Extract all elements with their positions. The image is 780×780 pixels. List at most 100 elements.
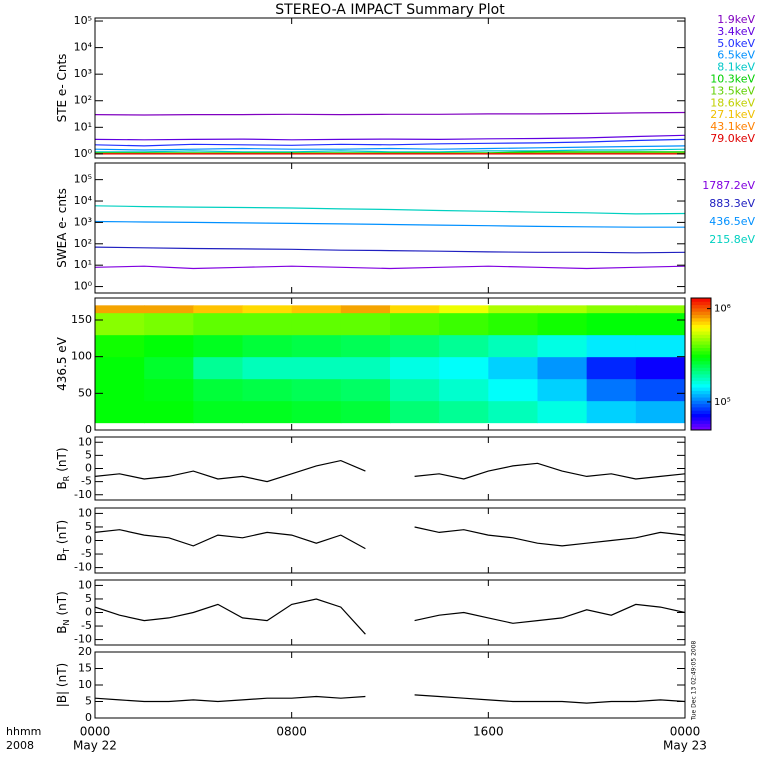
legend-entry: 215.8eV (709, 233, 755, 246)
heatmap-cell (586, 305, 637, 314)
y-axis-label-text: STE e- Cnts (55, 54, 69, 123)
y-tick-label: 10¹ (74, 120, 92, 133)
colorbar-step (691, 397, 711, 401)
series-line (95, 220, 685, 228)
colorbar-step (691, 420, 711, 424)
heatmap-cell (537, 400, 588, 424)
y-tick-label: 5 (85, 448, 92, 461)
legend-entry: 10.3keV (710, 73, 755, 86)
colorbar-frame (690, 297, 712, 431)
colorbar-step (691, 403, 711, 408)
heatmap-cell (291, 312, 342, 336)
y-axis-label: BN (nT) (55, 591, 71, 634)
y-tick-label: 10 (78, 435, 92, 448)
heatmap-cell (242, 378, 293, 402)
heatmap-cell (95, 378, 145, 402)
heatmap-cell (193, 378, 243, 402)
y-axis-label-unit: (nT) (55, 520, 69, 544)
y-tick-label: 5 (85, 520, 92, 533)
colorbar-step (691, 390, 711, 395)
series-line (95, 111, 685, 116)
y-tick-label: -10 (74, 488, 92, 501)
heatmap-cell (340, 305, 391, 314)
y-axis-label-text: |B| (nT) (55, 663, 69, 707)
x-tick-label: 1600 (473, 725, 504, 739)
series-line (95, 694, 685, 704)
colorbar-step (691, 344, 711, 348)
series-line (95, 246, 685, 254)
colorbar-step (691, 331, 711, 335)
heatmap-cell (390, 312, 440, 336)
colorbar-step (691, 350, 711, 355)
colorbar-step (691, 360, 711, 365)
timestamp: Tue Dec 13 02:49:05 2008 (691, 640, 698, 721)
heatmap-cell (242, 312, 293, 336)
series-line (95, 598, 685, 635)
colorbar-step (691, 423, 711, 428)
panel-frame (94, 17, 686, 159)
legend-entry: 43.1keV (710, 120, 755, 133)
heatmap-cell (586, 334, 637, 358)
heatmap-cell (439, 400, 489, 424)
colorbar-step (691, 367, 711, 372)
y-axis-label-text: B (55, 626, 69, 634)
panel (95, 526, 685, 550)
colorbar-step (691, 337, 711, 342)
legend-entry: 3.4keV (717, 25, 755, 38)
heatmap-cell (635, 356, 685, 380)
panel (95, 459, 685, 483)
heatmap-cell (291, 334, 342, 358)
heatmap-cell (95, 305, 145, 314)
panel (95, 598, 685, 635)
colorbar-step (691, 377, 711, 381)
colorbar-tick-label: 10⁵ (714, 397, 731, 408)
heatmap-cell (340, 334, 391, 358)
heatmap-cell (193, 400, 243, 424)
heatmap-cell (537, 305, 588, 314)
y-tick-label: 10² (74, 237, 92, 250)
heatmap-cell (242, 334, 293, 358)
y-tick-label: 0 (85, 534, 92, 547)
series-line (95, 265, 685, 270)
series-line (95, 138, 685, 147)
heatmap-cell (340, 400, 391, 424)
panel-frame (94, 297, 686, 431)
heatmap-cell (144, 312, 194, 336)
heatmap-cell (95, 400, 145, 424)
y-tick-label: 50 (78, 386, 92, 399)
y-tick-label: 100 (71, 350, 92, 363)
heatmap-cell (439, 305, 489, 314)
colorbar-step (691, 364, 711, 368)
legend-entry: 5.0keV (717, 37, 755, 50)
heatmap-cell (242, 400, 293, 424)
heatmap-cell (291, 400, 342, 424)
colorbar-step (691, 301, 711, 306)
heatmap-cell (439, 356, 489, 380)
heatmap-cell (291, 356, 342, 380)
y-tick-label: 10² (74, 94, 92, 107)
corner-label: 2008 (6, 739, 34, 752)
heatmap-cell (439, 334, 489, 358)
heatmap-cell (586, 400, 637, 424)
y-tick-label: 5 (85, 592, 92, 605)
heatmap-cell (193, 305, 243, 314)
heatmap-cell (193, 312, 243, 336)
y-tick-label: 10⁴ (74, 194, 93, 207)
y-tick-label: -10 (74, 561, 92, 574)
heatmap-cell (340, 312, 391, 336)
heatmap-cell (291, 305, 342, 314)
heatmap-cell (635, 305, 685, 314)
legend-entry: 883.3eV (709, 197, 755, 210)
colorbar-step (691, 370, 711, 375)
x-tick-label: 0000 (80, 725, 111, 739)
heatmap-cell (144, 334, 194, 358)
heatmap-cell (390, 400, 440, 424)
colorbar-step (691, 406, 711, 411)
y-tick-label: -5 (81, 619, 92, 632)
colorbar-step (691, 317, 711, 322)
panel-frame (94, 162, 686, 294)
heatmap-cell (291, 378, 342, 402)
legend-entry: 27.1keV (710, 108, 755, 121)
heatmap-cell (390, 356, 440, 380)
colorbar-step (691, 304, 711, 309)
